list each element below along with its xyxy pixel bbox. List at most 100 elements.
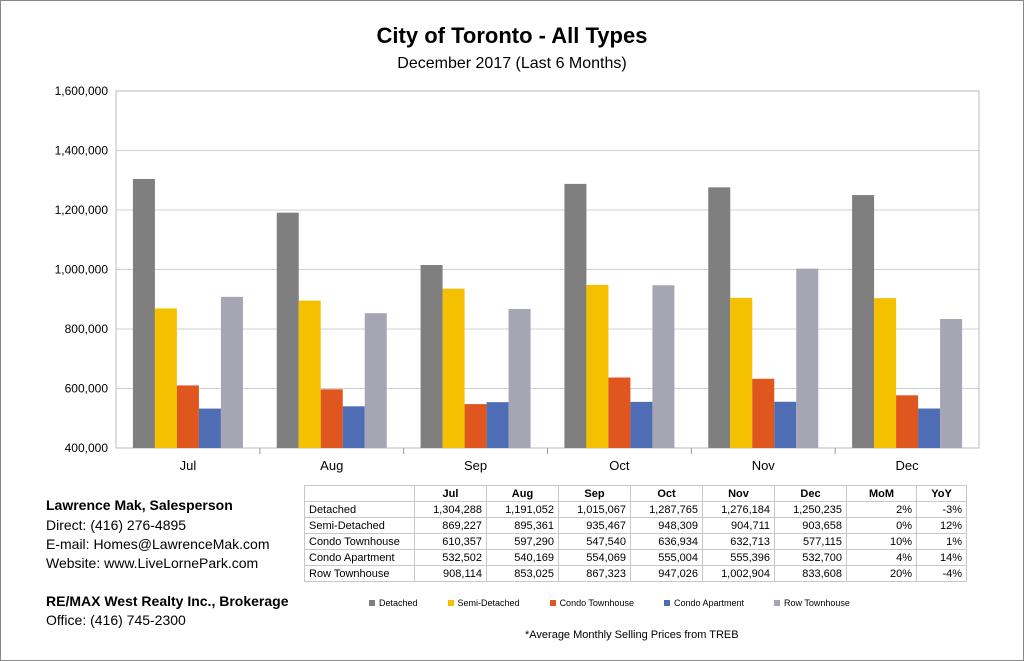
- table-cell: 947,026: [630, 565, 703, 582]
- agent-phone: Direct: (416) 276-4895: [46, 517, 187, 533]
- y-tick-label: 800,000: [65, 322, 109, 336]
- bar-condo-townhouse: [464, 404, 487, 448]
- bar-semi-detached: [442, 288, 465, 448]
- row-label: Detached: [304, 501, 415, 518]
- table-row: Detached 1,304,288 1,191,052 1,015,067 1,287…: [304, 501, 967, 518]
- table-cell: 935,467: [558, 517, 631, 534]
- table-header: MoM: [846, 485, 917, 502]
- table-row: Semi-Detached 869,227 895,361 935,467 948,30…: [304, 517, 967, 534]
- y-tick-label: 1,000,000: [55, 263, 109, 277]
- legend-item: Condo Apartment: [663, 598, 744, 608]
- table-header: Jul: [414, 485, 487, 502]
- mom-cell: 4%: [846, 549, 917, 566]
- table-cell: 1,276,184: [702, 501, 775, 518]
- legend-label: Semi-Detached: [457, 598, 520, 608]
- bar-semi-detached: [730, 297, 753, 448]
- legend-label: Condo Apartment: [673, 598, 744, 608]
- bar-semi-detached: [874, 298, 897, 448]
- table-header: Nov: [702, 485, 775, 502]
- table-cell: 833,608: [774, 565, 847, 582]
- agent-name: Lawrence Mak, Salesperson: [46, 497, 233, 513]
- table-cell: 1,304,288: [414, 501, 487, 518]
- table-cell: 555,004: [630, 549, 703, 566]
- yoy-cell: 14%: [916, 549, 967, 566]
- brokerage-name: RE/MAX West Realty Inc., Brokerage: [46, 593, 289, 609]
- bar-row-townhouse: [220, 296, 243, 448]
- bar-chart: 400,000 600,000 800,000 1,000,000 1,200,000 1…: [55, 84, 980, 473]
- table-cell: 532,502: [414, 549, 487, 566]
- bar-condo-townhouse: [320, 389, 343, 448]
- table-cell: 632,713: [702, 533, 775, 550]
- table-cell: 532,700: [774, 549, 847, 566]
- table-cell: 895,361: [486, 517, 559, 534]
- x-tick-label: Sep: [464, 458, 487, 473]
- bar-detached: [852, 195, 875, 448]
- bar-semi-detached: [154, 308, 177, 448]
- bar-condo-apartment: [774, 401, 797, 448]
- legend-swatch: [774, 600, 780, 606]
- legend-label: Row Townhouse: [784, 598, 850, 608]
- table-cell: 853,025: [486, 565, 559, 582]
- legend-label: Condo Townhouse: [559, 598, 634, 608]
- chart-subtitle: December 2017 (Last 6 Months): [397, 55, 627, 72]
- table-cell: 1,287,765: [630, 501, 703, 518]
- bar-detached: [276, 212, 299, 448]
- table-row: Row Townhouse 908,114 853,025 867,323 947,02…: [304, 565, 967, 582]
- legend: Detached Semi-Detached Condo Townhouse Cond…: [369, 598, 880, 608]
- legend-swatch: [369, 600, 375, 606]
- yoy-cell: -3%: [916, 501, 967, 518]
- bar-semi-detached: [586, 284, 609, 448]
- table-cell: 908,114: [414, 565, 487, 582]
- bar-condo-apartment: [198, 408, 221, 448]
- table-header-row: Jul Aug Sep Oct Nov Dec MoM YoY: [304, 485, 967, 502]
- row-label: Condo Apartment: [304, 549, 415, 566]
- x-tick-label: Nov: [752, 458, 776, 473]
- bar-condo-apartment: [918, 408, 941, 448]
- table-cell: 1,250,235: [774, 501, 847, 518]
- table-cell: 1,015,067: [558, 501, 631, 518]
- x-tick-label: Oct: [609, 458, 630, 473]
- table-cell: 554,069: [558, 549, 631, 566]
- y-tick-label: 1,400,000: [55, 144, 109, 158]
- table-header: Dec: [774, 485, 847, 502]
- table-cell: 904,711: [702, 517, 775, 534]
- yoy-cell: 12%: [916, 517, 967, 534]
- table-row: Condo Apartment 532,502 540,169 554,069 555,…: [304, 549, 967, 566]
- row-label: Condo Townhouse: [304, 533, 415, 550]
- bar-detached: [564, 183, 587, 449]
- agent-email: E-mail: Homes@LawrenceMak.com: [46, 536, 270, 552]
- bar-condo-townhouse: [608, 377, 631, 448]
- table-cell: 1,002,904: [702, 565, 775, 582]
- bar-detached: [420, 265, 443, 448]
- data-table: Jul Aug Sep Oct Nov Dec MoM YoY Detached 1,304,28…: [304, 485, 967, 582]
- yoy-cell: 1%: [916, 533, 967, 550]
- y-tick-label: 1,200,000: [55, 203, 109, 217]
- x-tick-label: Dec: [896, 458, 920, 473]
- table-cell: 555,396: [702, 549, 775, 566]
- table-cell: 610,357: [414, 533, 487, 550]
- bar-condo-apartment: [630, 401, 653, 448]
- table-header: Sep: [558, 485, 631, 502]
- bar-row-townhouse: [364, 313, 387, 448]
- yoy-cell: -4%: [916, 565, 967, 582]
- bar-condo-townhouse: [752, 378, 775, 448]
- table-cell: 540,169: [486, 549, 559, 566]
- legend-swatch: [663, 600, 670, 606]
- table-header: YoY: [916, 485, 967, 502]
- bar-row-townhouse: [652, 285, 675, 448]
- bar-row-townhouse: [796, 268, 819, 448]
- table-header: Oct: [630, 485, 703, 502]
- table-cell: 577,115: [774, 533, 847, 550]
- agent-website: Website: www.LiveLornePark.com: [46, 555, 259, 571]
- bar-semi-detached: [298, 300, 321, 448]
- legend-item: Semi-Detached: [447, 598, 520, 608]
- table-cell: 547,540: [558, 533, 631, 550]
- bar-condo-townhouse: [896, 395, 919, 448]
- mom-cell: 10%: [846, 533, 917, 550]
- bar-condo-apartment: [486, 402, 509, 448]
- legend-label: Detached: [379, 598, 418, 608]
- legend-swatch: [549, 600, 556, 606]
- mom-cell: 2%: [846, 501, 917, 518]
- bar-detached: [132, 178, 155, 449]
